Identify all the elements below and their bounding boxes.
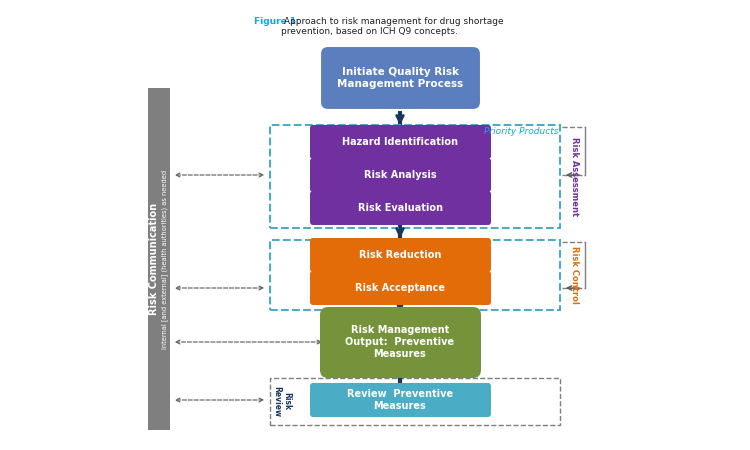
FancyBboxPatch shape	[310, 191, 491, 225]
Text: Internal [and external] (health authorities) as needed: Internal [and external] (health authorit…	[162, 170, 168, 349]
FancyBboxPatch shape	[310, 271, 491, 305]
Text: Risk Acceptance: Risk Acceptance	[355, 283, 445, 293]
Text: Risk Analysis: Risk Analysis	[364, 170, 436, 180]
FancyBboxPatch shape	[310, 125, 491, 159]
FancyBboxPatch shape	[310, 158, 491, 192]
Text: Risk Evaluation: Risk Evaluation	[358, 203, 442, 213]
Text: Risk Communication: Risk Communication	[149, 203, 159, 315]
FancyBboxPatch shape	[310, 383, 491, 417]
Text: Approach to risk management for drug shortage
prevention, based on ICH Q9 concep: Approach to risk management for drug sho…	[281, 17, 504, 36]
Text: Risk Control: Risk Control	[569, 246, 578, 304]
Text: Risk
Review: Risk Review	[272, 386, 292, 417]
Text: Hazard Identification: Hazard Identification	[342, 137, 458, 147]
Text: Risk Management
Output:  Preventive
Measures: Risk Management Output: Preventive Measu…	[346, 325, 454, 359]
FancyBboxPatch shape	[148, 88, 170, 430]
Text: Figure 1:: Figure 1:	[254, 17, 299, 26]
FancyBboxPatch shape	[320, 307, 481, 378]
Text: Risk Reduction: Risk Reduction	[358, 250, 441, 260]
Text: Initiate Quality Risk
Management Process: Initiate Quality Risk Management Process	[337, 67, 463, 89]
FancyBboxPatch shape	[320, 46, 481, 110]
Text: Priority Products: Priority Products	[484, 127, 558, 136]
Text: Review  Preventive
Measures: Review Preventive Measures	[347, 389, 453, 411]
Text: Risk Assessment: Risk Assessment	[569, 137, 578, 216]
FancyBboxPatch shape	[310, 238, 491, 272]
